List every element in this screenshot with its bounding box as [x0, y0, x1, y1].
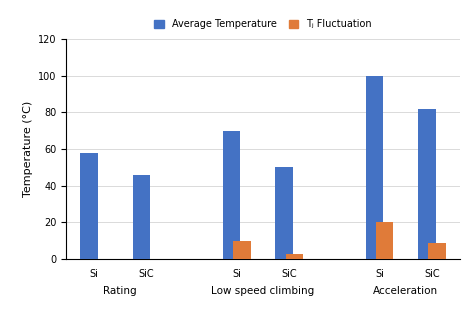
- Bar: [80, 153, 98, 259]
- Bar: [376, 223, 393, 259]
- Bar: [286, 254, 303, 259]
- Bar: [133, 175, 150, 259]
- Y-axis label: Temperature (°C): Temperature (°C): [23, 101, 33, 197]
- Text: Rating: Rating: [103, 286, 137, 295]
- Text: Acceleration: Acceleration: [374, 286, 438, 295]
- Text: Low speed climbing: Low speed climbing: [211, 286, 315, 295]
- Bar: [233, 241, 251, 259]
- Bar: [275, 168, 293, 259]
- Bar: [366, 75, 383, 259]
- Bar: [428, 243, 446, 259]
- Bar: [418, 109, 436, 259]
- Legend: Average Temperature, Tⱼ Fluctuation: Average Temperature, Tⱼ Fluctuation: [151, 15, 375, 33]
- Bar: [223, 131, 240, 259]
